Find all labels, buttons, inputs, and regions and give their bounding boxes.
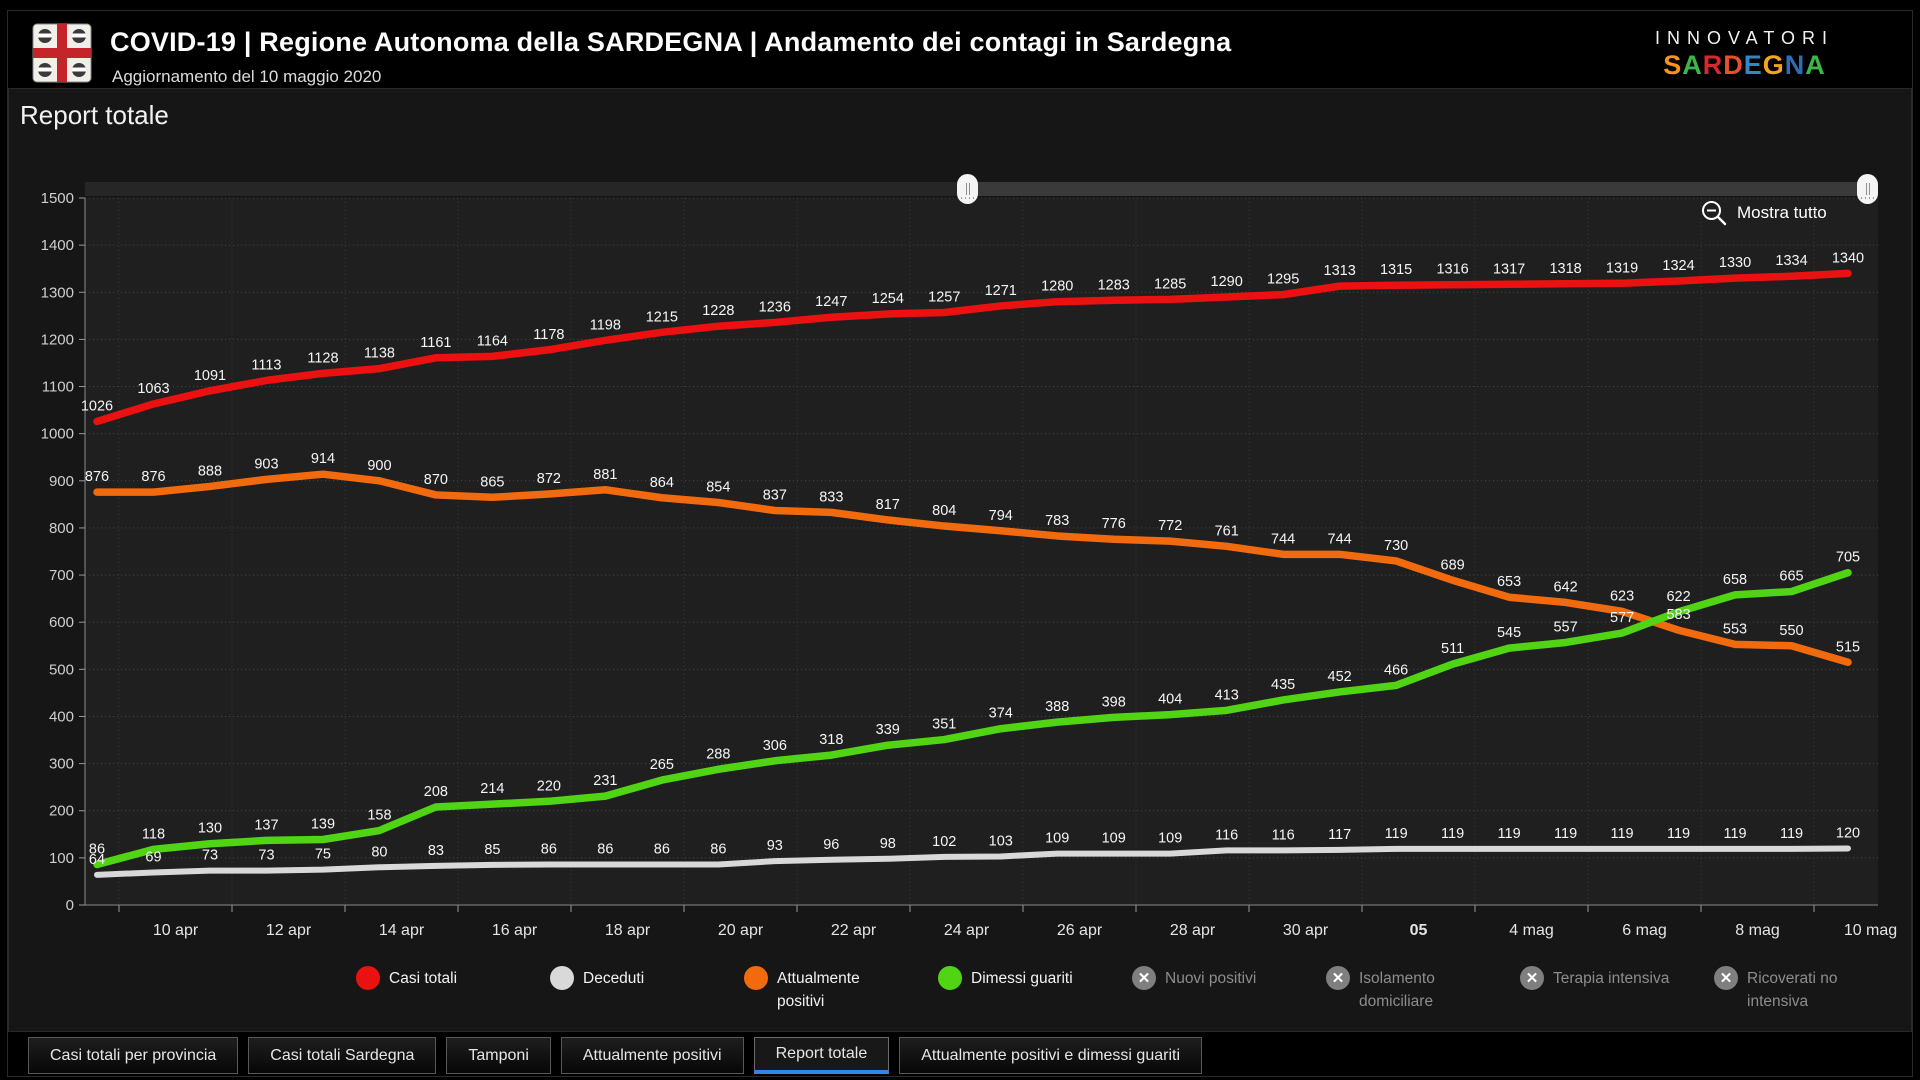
bottom-tabs: Casi totali per provincia Casi totali Sar… xyxy=(28,1037,1202,1074)
legend-series-marker xyxy=(744,966,768,990)
legend-disabled-cross-icon: ✕ xyxy=(1520,966,1544,990)
legend-item-isolamento-domiciliare[interactable]: ✕ Isolamento domiciliare xyxy=(1326,966,1520,1013)
legend-label: Nuovi positivi xyxy=(1165,970,1257,987)
legend-label: Deceduti xyxy=(583,970,645,987)
legend-label: Ricoverati no intensiva xyxy=(1747,970,1838,1010)
legend-label: Terapia intensiva xyxy=(1553,970,1670,987)
tab-report-totale[interactable]: Report totale xyxy=(753,1037,890,1074)
plot-area xyxy=(85,198,1878,905)
brand-line2: SARDEGNA xyxy=(1663,50,1826,80)
scrollbar-handle-right[interactable] xyxy=(1857,174,1878,204)
legend-item-casi-totali[interactable]: Casi totali xyxy=(356,966,550,1013)
innovatori-sardegna-logo: INNOVATORI SARDEGNA xyxy=(1655,28,1834,81)
legend-item-deceduti[interactable]: Deceduti xyxy=(550,966,744,1013)
chart-range-scrollbar[interactable] xyxy=(85,174,1878,204)
legend-label: Attualmente positivi xyxy=(777,970,860,1010)
sardegna-coat-of-arms-logo xyxy=(32,23,92,83)
tab-attualmente-positivi-e-dimessi-guariti[interactable]: Attualmente positivi e dimessi guariti xyxy=(899,1037,1202,1074)
scrollbar-selected-range[interactable] xyxy=(968,182,1878,196)
update-date: Aggiornamento del 10 maggio 2020 xyxy=(112,67,382,86)
legend-label: Dimessi guariti xyxy=(971,970,1073,987)
tab-casi-totali-per-provincia[interactable]: Casi totali per provincia xyxy=(28,1037,239,1074)
page-title: COVID-19 | Regione Autonoma della SARDEG… xyxy=(110,27,1232,57)
legend-label: Casi totali xyxy=(389,970,458,987)
report-title: Report totale xyxy=(20,100,169,130)
show-all-label: Mostra tutto xyxy=(1737,203,1827,222)
tab-attualmente-positivi[interactable]: Attualmente positivi xyxy=(560,1037,744,1074)
legend-series-marker xyxy=(938,966,962,990)
tab-casi-totali-sardegna[interactable]: Casi totali Sardegna xyxy=(248,1037,437,1074)
header: COVID-19 | Regione Autonoma della SARDEG… xyxy=(8,11,1912,88)
chart-legend: Casi totali Deceduti Attualmente positivi D… xyxy=(356,966,1908,1013)
legend-disabled-cross-icon: ✕ xyxy=(1326,966,1350,990)
legend-disabled-cross-icon: ✕ xyxy=(1132,966,1156,990)
brand-line1: INNOVATORI xyxy=(1654,28,1834,48)
legend-item-ricoverati-no-intensiva[interactable]: ✕ Ricoverati no intensiva xyxy=(1714,966,1908,1013)
legend-disabled-cross-icon: ✕ xyxy=(1714,966,1738,990)
legend-item-nuovi-positivi[interactable]: ✕ Nuovi positivi xyxy=(1132,966,1326,1013)
legend-series-marker xyxy=(356,966,380,990)
show-all-button[interactable]: Mostra tutto xyxy=(1700,199,1827,227)
legend-label: Isolamento domiciliare xyxy=(1359,970,1435,1010)
zoom-out-icon xyxy=(1702,201,1727,226)
tab-tamponi[interactable]: Tamponi xyxy=(446,1037,551,1074)
legend-item-attualmente-positivi[interactable]: Attualmente positivi xyxy=(744,966,938,1013)
legend-item-dimessi-guariti[interactable]: Dimessi guariti xyxy=(938,966,1132,1013)
legend-item-terapia-intensiva[interactable]: ✕ Terapia intensiva xyxy=(1520,966,1714,1013)
sardegna-flag-icon xyxy=(32,23,92,83)
scrollbar-handle-left[interactable] xyxy=(957,174,978,204)
legend-series-marker xyxy=(550,966,574,990)
